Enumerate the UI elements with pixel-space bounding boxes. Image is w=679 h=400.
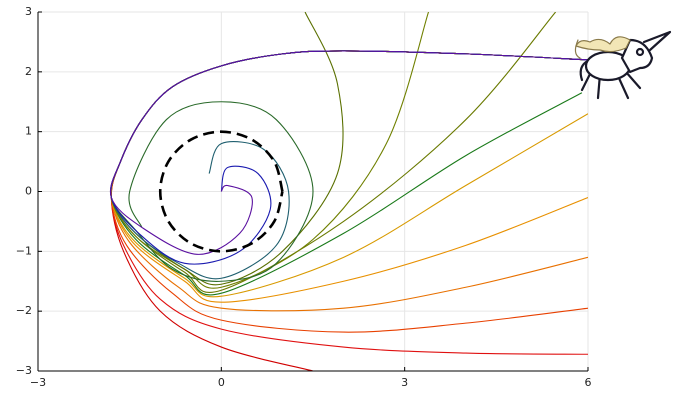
y-tick-label: −1 — [16, 244, 32, 257]
y-tick-label: −2 — [16, 304, 32, 317]
trajectory — [110, 12, 588, 289]
x-tick-label: 0 — [218, 376, 225, 389]
y-tick-label: 0 — [25, 185, 32, 198]
x-tick-label: 6 — [585, 376, 592, 389]
y-tick-label: −3 — [16, 364, 32, 377]
trajectory — [110, 50, 588, 312]
trajectory — [110, 50, 588, 280]
plot-lines — [109, 12, 588, 371]
trajectory — [110, 50, 588, 303]
trajectory — [110, 50, 588, 282]
trajectory — [110, 50, 588, 355]
trajectory — [110, 50, 588, 371]
y-tick-label: 1 — [25, 125, 32, 138]
trajectory — [110, 12, 588, 286]
trajectory — [110, 50, 588, 296]
trajectory — [110, 50, 588, 265]
trajectory — [110, 50, 588, 298]
ticks: −3 0 3 6 −3 −2 −1 0 1 2 3 — [16, 5, 592, 389]
x-tick-label: 3 — [401, 376, 408, 389]
x-tick-label: −3 — [30, 376, 46, 389]
y-tick-label: 3 — [25, 5, 32, 18]
unicorn — [574, 30, 672, 100]
dashed-circle — [158, 130, 284, 253]
trajectory — [109, 50, 588, 255]
y-tick-label: 2 — [25, 65, 32, 78]
